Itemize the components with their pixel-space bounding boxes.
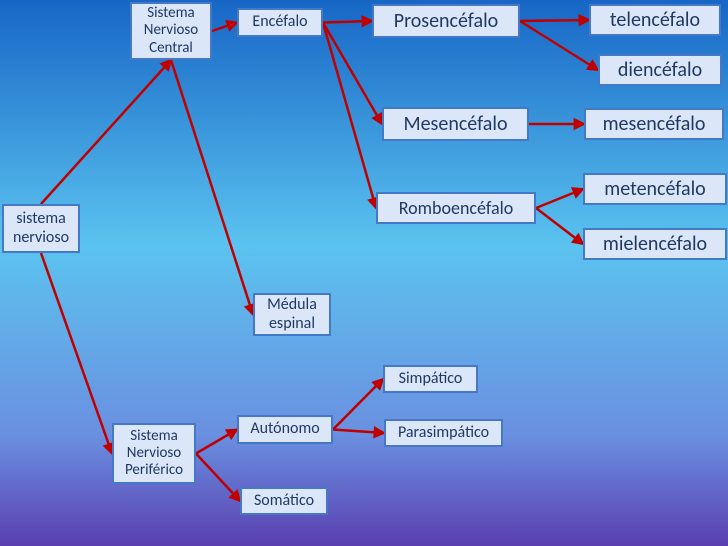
node-parasimpatico: Parasimpático xyxy=(384,419,503,447)
node-mieloencefalo: mielencéfalo xyxy=(583,228,727,260)
node-somatico: Somático xyxy=(240,487,328,515)
edge-snc-to-encefalo xyxy=(212,23,237,32)
node-mesencefalo2: mesencéfalo xyxy=(584,108,724,140)
edge-romboencefalo-to-mieloencefalo xyxy=(536,208,583,244)
node-label: mielencéfalo xyxy=(603,233,707,256)
node-metencefalo: metencéfalo xyxy=(583,173,727,205)
edge-prosencefalo-to-diencefalo xyxy=(520,21,598,70)
node-label: Médula espinal xyxy=(267,296,317,333)
node-label: sistema nervioso xyxy=(13,210,69,247)
node-label: mesencéfalo xyxy=(603,113,706,136)
node-simpatico: Simpático xyxy=(383,365,478,393)
node-label: Parasimpático xyxy=(398,424,489,442)
node-snp: Sistema Nervioso Periférico xyxy=(112,423,196,484)
node-medula: Médula espinal xyxy=(253,293,331,336)
node-label: Sistema Nervioso Periférico xyxy=(125,428,183,480)
node-label: Romboencéfalo xyxy=(399,198,513,219)
edge-snc-to-medula xyxy=(171,60,253,315)
edge-sistema_nervioso-to-snc xyxy=(41,60,171,204)
edge-snp-to-somatico xyxy=(196,454,240,502)
node-sistema_nervioso: sistema nervioso xyxy=(2,204,80,253)
node-telencefalo: telencéfalo xyxy=(589,4,721,36)
node-romboencefalo: Romboencéfalo xyxy=(376,192,536,224)
node-label: diencéfalo xyxy=(618,59,702,82)
edge-prosencefalo-to-telencefalo xyxy=(520,20,589,21)
node-autonomo: Autónomo xyxy=(237,415,333,444)
node-label: Simpático xyxy=(399,370,463,388)
node-label: Autónomo xyxy=(250,420,319,438)
edge-encefalo-to-prosencefalo xyxy=(323,21,372,23)
node-mesencefalo: Mesencéfalo xyxy=(382,107,529,141)
node-label: Mesencéfalo xyxy=(404,113,508,136)
edge-romboencefalo-to-metencefalo xyxy=(536,189,583,208)
edge-autonomo-to-simpatico xyxy=(333,379,383,430)
edge-sistema_nervioso-to-snp xyxy=(41,253,112,454)
node-label: Encéfalo xyxy=(252,13,307,31)
node-label: metencéfalo xyxy=(604,178,705,201)
edge-snp-to-autonomo xyxy=(196,430,237,454)
edge-autonomo-to-parasimpatico xyxy=(333,430,384,434)
node-prosencefalo: Prosencéfalo xyxy=(372,4,520,38)
node-encefalo: Encéfalo xyxy=(237,8,323,37)
edge-encefalo-to-romboencefalo xyxy=(323,23,376,209)
node-snc: Sistema Nervioso Central xyxy=(130,2,212,60)
node-label: Sistema Nervioso Central xyxy=(144,5,198,57)
diagram-stage: sistema nervioso Sistema Nervioso Central… xyxy=(0,0,728,546)
node-diencefalo: diencéfalo xyxy=(598,54,722,86)
node-label: telencéfalo xyxy=(610,9,700,32)
node-label: Somático xyxy=(254,492,314,510)
node-label: Prosencéfalo xyxy=(394,10,498,33)
